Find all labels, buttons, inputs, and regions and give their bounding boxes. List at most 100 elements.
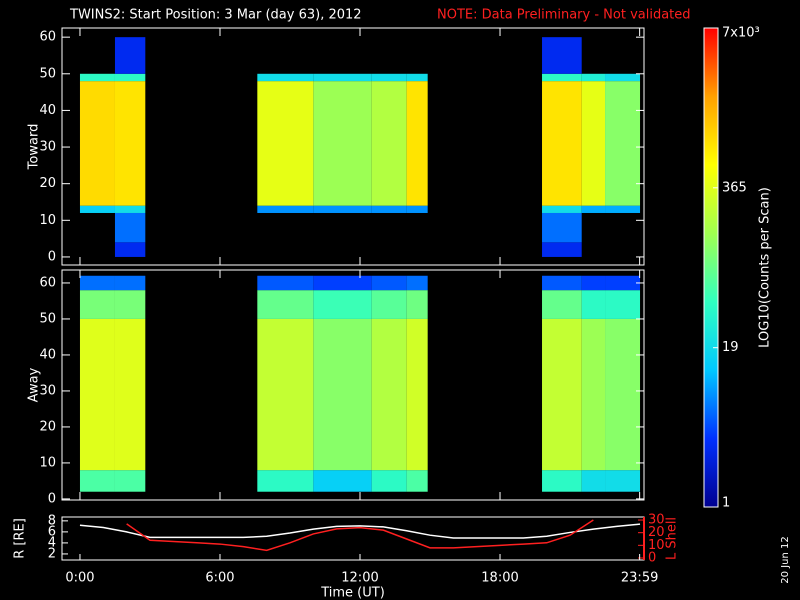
note: NOTE: Data Preliminary - Not validated — [437, 8, 691, 23]
x-tick-label: 12:00 — [341, 571, 378, 586]
heatmap-cell — [605, 81, 641, 206]
heatmap-cell — [371, 205, 407, 213]
heatmap-cell — [542, 470, 582, 492]
y-tick-label: 40 — [39, 347, 56, 362]
y-tick-label: 40 — [39, 103, 56, 118]
heatmap-cell — [257, 290, 314, 319]
heatmap-cell — [114, 470, 146, 492]
heatmap-cell — [257, 73, 314, 82]
chart-title: TWINS2: Start Position: 3 Mar (day 63), … — [69, 8, 362, 23]
heatmap-cell — [605, 318, 641, 471]
y2-tick-label: 10 — [648, 538, 665, 553]
heatmap-cell — [542, 205, 582, 213]
y-tick-label: 10 — [39, 213, 56, 228]
heatmap-cell — [406, 290, 428, 319]
heatmap-cell — [542, 318, 582, 471]
colorbar-tick-label: 1 — [722, 496, 730, 511]
y2-tick-label: 30 — [648, 513, 665, 528]
y-tick-label: 8 — [48, 513, 56, 528]
colorbar-tick-label: 19 — [722, 340, 739, 355]
y-tick-label: 60 — [39, 275, 56, 290]
heatmap-cell — [313, 205, 372, 213]
heatmap-cell — [406, 318, 428, 471]
heatmap-cell — [114, 81, 146, 206]
heatmap-cell — [581, 81, 606, 206]
y-tick-label: 60 — [39, 30, 56, 45]
heatmap-cell — [371, 73, 407, 82]
x-tick-label: 0:00 — [65, 571, 94, 586]
heatmap-cell — [79, 275, 115, 291]
heatmap-cell — [406, 81, 428, 206]
y-tick-label: 50 — [39, 66, 56, 81]
x-tick-label: 23:59 — [621, 571, 658, 586]
y-tick-label: 20 — [39, 419, 56, 434]
line-series — [79, 523, 641, 539]
heatmap-cell — [313, 73, 372, 82]
heatmap-cell — [406, 73, 428, 82]
y2-tick-label: 20 — [648, 525, 665, 540]
y-tick-label: 30 — [39, 383, 56, 398]
heatmap-cell — [313, 290, 372, 319]
y-axis-label: Away — [27, 367, 42, 402]
heatmap-cell — [114, 318, 146, 471]
heatmap-cell — [79, 470, 115, 492]
y-tick-label: 4 — [48, 535, 56, 550]
heatmap-cell — [114, 242, 146, 257]
heatmap-cell — [581, 73, 606, 82]
heatmap-cell — [542, 212, 582, 243]
heatmap-cell — [605, 205, 641, 213]
heatmap-cell — [406, 275, 428, 291]
line-series — [126, 519, 594, 552]
heatmap-cell — [371, 81, 407, 206]
heatmap-cell — [114, 212, 146, 243]
y-tick-label: 2 — [48, 546, 56, 561]
heatmap-cell — [313, 275, 372, 291]
heatmap-cell — [542, 81, 582, 206]
heatmap-cell — [581, 290, 606, 319]
x-tick-label: 6:00 — [205, 571, 234, 586]
heatmap-cell — [542, 37, 582, 74]
heatmap-cell — [371, 290, 407, 319]
plot-area — [62, 517, 644, 560]
heatmap-cell — [313, 318, 372, 471]
heatmap-cell — [79, 73, 115, 82]
heatmap-cell — [257, 275, 314, 291]
heatmap-cell — [114, 37, 146, 74]
heatmap-cell — [371, 470, 407, 492]
y-tick-label: 20 — [39, 176, 56, 191]
heatmap-cell — [406, 205, 428, 213]
heatmap-cell — [79, 290, 115, 319]
heatmap-cell — [79, 81, 115, 206]
heatmap-cell — [114, 205, 146, 213]
heatmap-cell — [581, 205, 606, 213]
colorbar-tick-label: 365 — [722, 180, 747, 195]
heatmap-cell — [114, 275, 146, 291]
heatmap-cell — [542, 242, 582, 257]
colorbar — [703, 27, 719, 508]
y-axis-label: R [RE] — [13, 518, 28, 559]
heatmap-cell — [605, 73, 641, 82]
heatmap-cell — [114, 73, 146, 82]
heatmap-cell — [542, 73, 582, 82]
heatmap-cell — [581, 318, 606, 471]
heatmap-cell — [542, 290, 582, 319]
y-tick-label: 0 — [48, 491, 56, 506]
colorbar-tick-label: 7x10³ — [722, 26, 760, 41]
y-tick-label: 6 — [48, 524, 56, 539]
heatmap-cell — [605, 470, 641, 492]
plot-frame — [61, 269, 645, 501]
date-stamp: 20 Jun 12 — [780, 536, 791, 583]
y-tick-label: 0 — [48, 249, 56, 264]
y-tick-label: 50 — [39, 311, 56, 326]
heatmap-cell — [581, 275, 606, 291]
heatmap-cell — [313, 81, 372, 206]
heatmap-cell — [257, 470, 314, 492]
heatmap-cell — [313, 470, 372, 492]
x-tick-label: 18:00 — [481, 571, 518, 586]
y-tick-label: 30 — [39, 140, 56, 155]
heatmap-cell — [542, 275, 582, 291]
heatmap-cell — [371, 275, 407, 291]
heatmap-cell — [605, 275, 641, 291]
plot-frame — [61, 27, 645, 266]
